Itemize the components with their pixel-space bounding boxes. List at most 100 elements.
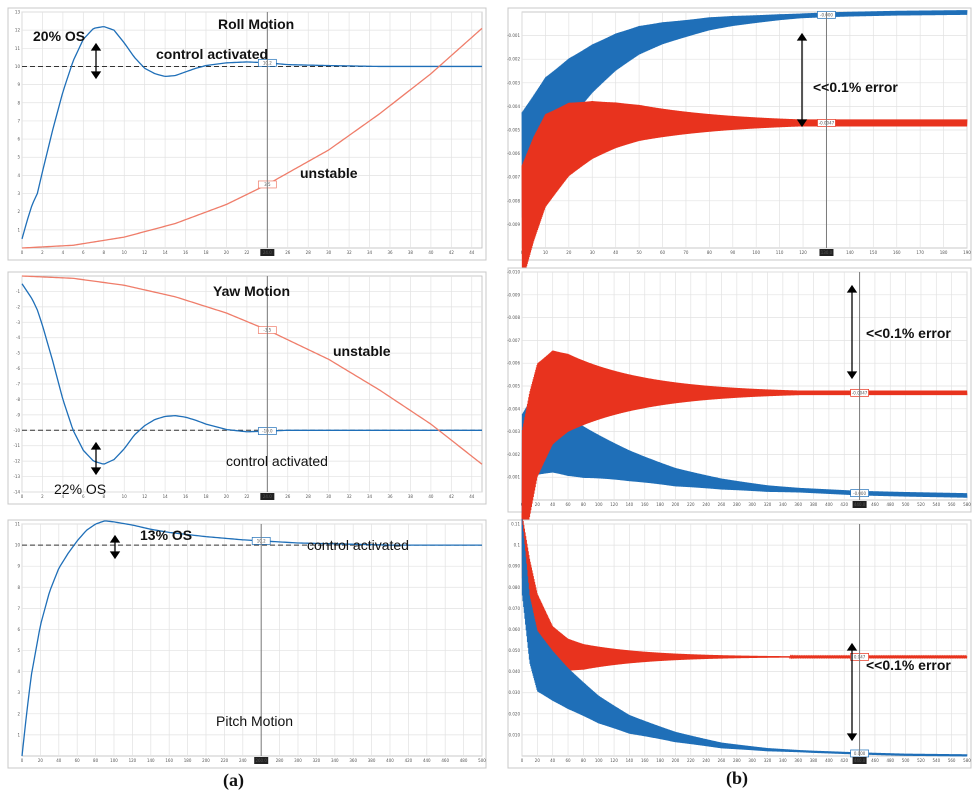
pitch-error-label: <<0.1% error xyxy=(866,657,951,673)
x-tick-label: 60 xyxy=(75,758,81,763)
y-tick-label: -5 xyxy=(16,351,20,356)
x-tick-label: 10 xyxy=(122,250,128,255)
roll-control-label: control activated xyxy=(156,46,268,62)
yaw-unstable-label: unstable xyxy=(333,343,391,359)
cursor-label: 440.0 xyxy=(854,758,866,763)
x-tick-label: 440 xyxy=(423,758,431,763)
y-tick-label: 8 xyxy=(17,585,20,590)
x-tick-label: 100 xyxy=(752,250,760,255)
x-tick-label: 380 xyxy=(368,758,376,763)
x-tick-label: 50 xyxy=(637,250,643,255)
x-tick-label: 520 xyxy=(917,502,925,507)
x-tick-label: 160 xyxy=(641,502,649,507)
x-tick-label: 2 xyxy=(41,494,44,499)
y-tick-label: -14 xyxy=(13,490,20,495)
y-tick-label: 8 xyxy=(17,100,20,105)
y-tick-label: -0.005 xyxy=(507,384,520,389)
x-tick-label: 16 xyxy=(183,494,189,499)
roll-error-label: <<0.1% error xyxy=(813,79,898,95)
x-tick-label: 14 xyxy=(163,494,169,499)
x-tick-label: 260 xyxy=(718,502,726,507)
x-tick-label: 460 xyxy=(871,758,879,763)
x-tick-label: 520 xyxy=(917,758,925,763)
x-tick-label: 16 xyxy=(183,250,189,255)
cursor-label-box xyxy=(254,757,269,764)
x-tick-label: 480 xyxy=(460,758,468,763)
yaw-os-arrow xyxy=(90,441,102,476)
x-tick-label: 100 xyxy=(595,502,603,507)
pitch-motion-chart-a: 0204060801001201401601802002202402602803… xyxy=(7,519,487,769)
cursor-label-box xyxy=(260,493,275,500)
y-tick-label: -0.008 xyxy=(507,315,520,320)
y-tick-label: 2 xyxy=(17,209,20,214)
x-tick-label: 32 xyxy=(347,250,353,255)
y-tick-label: -4 xyxy=(16,335,20,340)
x-tick-label: 280 xyxy=(276,758,284,763)
y-tick-label: 11 xyxy=(15,46,21,51)
x-tick-label: 320 xyxy=(764,758,772,763)
y-tick-label: 11 xyxy=(15,522,21,527)
x-tick-label: 340 xyxy=(331,758,339,763)
y-tick-label: -0.004 xyxy=(507,406,520,411)
yaw-error-arrow xyxy=(846,284,858,380)
x-tick-label: 300 xyxy=(748,758,756,763)
x-tick-label: 0 xyxy=(521,758,524,763)
x-tick-label: 28 xyxy=(306,250,312,255)
cursor-label: 24.0 xyxy=(263,494,272,499)
x-tick-label: 320 xyxy=(764,502,772,507)
y-tick-label: -0.008 xyxy=(507,198,520,203)
y-tick-label: -0.005 xyxy=(507,128,520,133)
y-tick-label: 10 xyxy=(15,543,21,548)
x-tick-label: 380 xyxy=(810,502,818,507)
x-tick-label: 160 xyxy=(165,758,173,763)
x-tick-label: 42 xyxy=(449,250,455,255)
cursor-label: 130.0 xyxy=(821,250,833,255)
x-tick-label: 540 xyxy=(932,758,940,763)
x-tick-label: 60 xyxy=(660,250,666,255)
y-tick-label: 3 xyxy=(17,191,20,196)
yaw-error-label: <<0.1% error xyxy=(866,325,951,341)
x-tick-label: 30 xyxy=(590,250,596,255)
x-tick-label: 18 xyxy=(203,250,209,255)
y-tick-label: -0.006 xyxy=(507,151,520,156)
x-tick-label: 220 xyxy=(221,758,229,763)
y-tick-label: -1 xyxy=(16,289,20,294)
x-tick-label: 40 xyxy=(613,250,619,255)
x-tick-label: 120 xyxy=(129,758,137,763)
y-tick-label: -6 xyxy=(16,366,20,371)
x-tick-label: 26 xyxy=(285,494,291,499)
x-tick-label: 10 xyxy=(543,250,549,255)
annotations-pitch-a: 13% OS control activated Pitch Motion xyxy=(140,527,409,729)
x-tick-label: 140 xyxy=(626,502,634,507)
plot-area xyxy=(21,11,483,249)
series-line-blue xyxy=(521,388,968,518)
x-tick-label: 340 xyxy=(779,502,787,507)
x-tick-label: 420 xyxy=(840,758,848,763)
x-tick-label: 36 xyxy=(387,494,393,499)
cursor-label: 440.0 xyxy=(854,502,866,507)
y-tick-label: -0.007 xyxy=(507,175,520,180)
y-tick-label: 0.010 xyxy=(509,732,521,737)
x-tick-label: 70 xyxy=(683,250,689,255)
x-tick-label: 20 xyxy=(38,758,44,763)
x-tick-label: 40 xyxy=(550,502,556,507)
x-tick-label: 220 xyxy=(687,758,695,763)
x-tick-label: 180 xyxy=(184,758,192,763)
x-tick-label: 500 xyxy=(478,758,486,763)
y-tick-label: -11 xyxy=(13,443,20,448)
y-tick-label: -9 xyxy=(16,412,20,417)
x-tick-label: 44 xyxy=(469,250,475,255)
series-line-blue xyxy=(521,10,968,218)
roll-error-arrow xyxy=(796,32,808,128)
x-tick-label: 20 xyxy=(535,758,541,763)
y-tick-label: 9 xyxy=(17,82,20,87)
x-tick-label: 300 xyxy=(748,502,756,507)
x-tick-label: 380 xyxy=(810,758,818,763)
x-tick-label: 140 xyxy=(147,758,155,763)
y-tick-label: 7 xyxy=(17,118,20,123)
x-tick-label: 560 xyxy=(948,502,956,507)
x-tick-label: 140 xyxy=(626,758,634,763)
cursor-label-box xyxy=(852,501,867,508)
x-tick-label: 180 xyxy=(656,758,664,763)
x-tick-label: 60 xyxy=(565,758,571,763)
